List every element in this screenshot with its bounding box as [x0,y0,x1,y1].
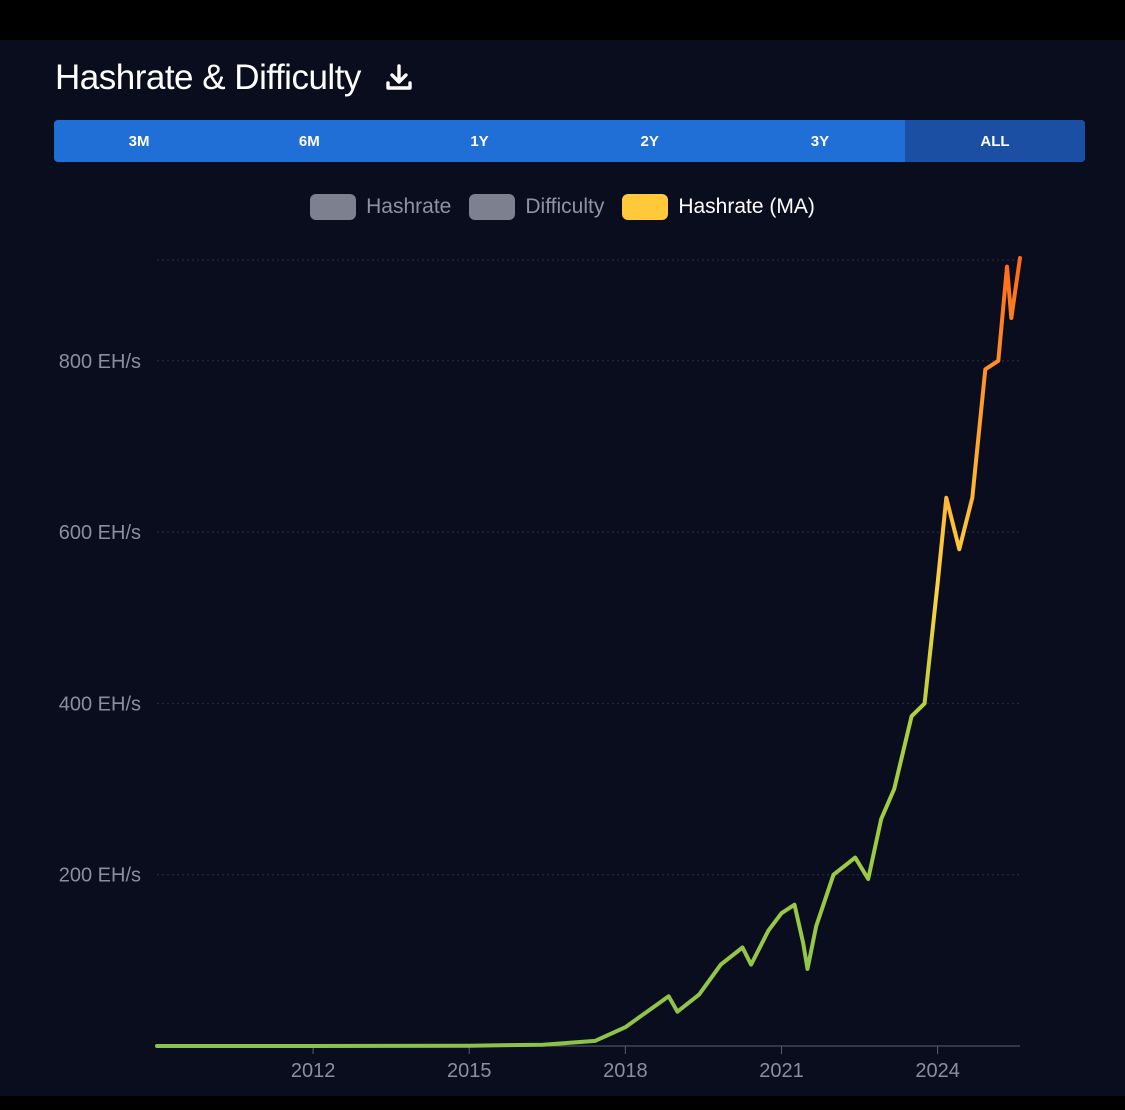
data-point[interactable] [1009,316,1013,320]
data-point[interactable] [623,1025,627,1029]
data-point[interactable] [970,496,974,500]
x-tick-label: 2012 [291,1060,336,1082]
series-line-hashrate-ma[interactable] [155,256,1022,1048]
data-point[interactable] [667,994,671,998]
legend-item-difficulty[interactable]: Difficulty [469,194,604,220]
data-point[interactable] [792,903,796,907]
data-point[interactable] [944,496,948,500]
legend-swatch [310,194,357,220]
y-axis-ticks: 200 EH/s 400 EH/s 600 EH/s 800 EH/s [59,351,141,887]
legend-item-hashrate[interactable]: Hashrate [310,194,451,220]
y-tick-label: 400 EH/s [59,693,141,715]
series-group [155,256,1022,1048]
range-button-all[interactable]: ALL [905,120,1085,162]
data-point[interactable] [541,1043,545,1047]
range-button-3y[interactable]: 3Y [810,132,830,150]
data-point[interactable] [766,928,770,932]
data-point[interactable] [719,963,723,967]
range-button-1y[interactable]: 1Y [470,132,489,150]
y-tick-label: 800 EH/s [59,351,141,373]
range-button-2y[interactable]: 2Y [640,132,659,150]
data-point[interactable] [467,1044,471,1048]
data-point[interactable] [996,359,1000,363]
data-point[interactable] [155,1044,159,1048]
data-point[interactable] [892,787,896,791]
data-point[interactable] [1018,256,1022,260]
data-point[interactable] [749,963,753,967]
x-tick-label: 2015 [447,1060,492,1082]
data-point[interactable] [806,967,810,971]
legend-label: Hashrate (MA) [678,195,815,218]
download-icon[interactable] [383,62,415,94]
data-point[interactable] [675,1010,679,1014]
y-tick-label: 600 EH/s [59,522,141,544]
legend-swatch [622,194,669,220]
data-point[interactable] [957,547,961,551]
data-point[interactable] [645,1010,649,1014]
legend-label: Difficulty [525,195,605,218]
legend-label: Hashrate [366,195,452,218]
legend-swatch [469,194,516,220]
range-selector: 3M 6M 1Y 2Y 3Y ALL [54,120,1085,162]
x-tick-label: 2021 [759,1060,804,1082]
legend: Hashrate Difficulty Hashrate (MA) [0,194,1125,220]
range-button-6m[interactable]: 6M [298,132,320,150]
data-point[interactable] [740,946,744,950]
data-point[interactable] [936,581,940,585]
x-tick-label: 2024 [915,1060,960,1082]
data-point[interactable] [853,856,857,860]
legend-item-hashrate-ma[interactable]: Hashrate (MA) [622,194,815,220]
y-tick-label: 200 EH/s [59,865,141,887]
data-point[interactable] [801,941,805,945]
data-point[interactable] [866,877,870,881]
data-point[interactable] [910,714,914,718]
range-button-3m[interactable]: 3M [128,132,150,150]
data-point[interactable] [593,1039,597,1043]
page-title: Hashrate & Difficulty [55,58,361,97]
data-point[interactable] [923,701,927,705]
x-axis-ticks: 2012 2015 2018 2021 2024 [291,1046,960,1082]
data-point[interactable] [311,1044,315,1048]
data-point[interactable] [983,367,987,371]
header: Hashrate & Difficulty [55,56,415,100]
x-tick-label: 2018 [603,1060,648,1082]
data-point[interactable] [814,924,818,928]
data-point[interactable] [697,993,701,997]
data-point[interactable] [832,873,836,877]
data-point[interactable] [1005,265,1009,269]
grid-lines [157,259,1020,1047]
data-point[interactable] [879,817,883,821]
data-point[interactable] [779,911,783,915]
